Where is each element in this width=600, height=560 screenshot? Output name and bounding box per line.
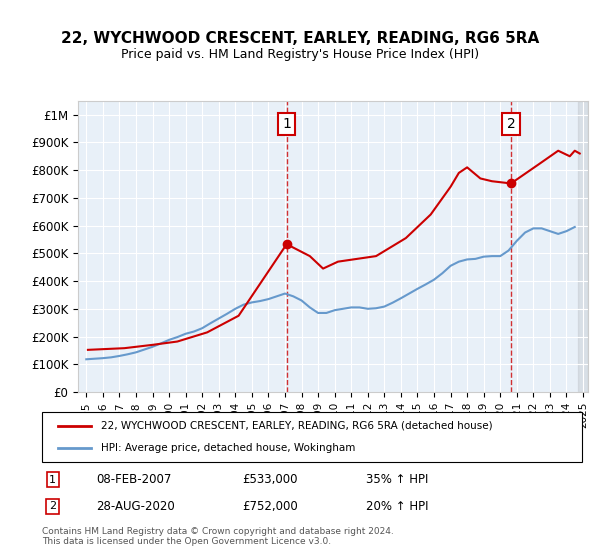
Text: 28-AUG-2020: 28-AUG-2020 — [96, 500, 175, 513]
Text: 2: 2 — [49, 501, 56, 511]
Text: 35% ↑ HPI: 35% ↑ HPI — [366, 473, 428, 486]
Text: £533,000: £533,000 — [242, 473, 298, 486]
Text: Price paid vs. HM Land Registry's House Price Index (HPI): Price paid vs. HM Land Registry's House … — [121, 48, 479, 60]
Text: 22, WYCHWOOD CRESCENT, EARLEY, READING, RG6 5RA (detached house): 22, WYCHWOOD CRESCENT, EARLEY, READING, … — [101, 421, 493, 431]
Text: 1: 1 — [49, 474, 56, 484]
Text: 1: 1 — [282, 117, 291, 131]
FancyBboxPatch shape — [42, 412, 582, 462]
Text: 2: 2 — [506, 117, 515, 131]
Text: 22, WYCHWOOD CRESCENT, EARLEY, READING, RG6 5RA: 22, WYCHWOOD CRESCENT, EARLEY, READING, … — [61, 31, 539, 46]
Text: £752,000: £752,000 — [242, 500, 298, 513]
Text: 20% ↑ HPI: 20% ↑ HPI — [366, 500, 428, 513]
Text: HPI: Average price, detached house, Wokingham: HPI: Average price, detached house, Woki… — [101, 443, 356, 453]
Bar — [578, 101, 588, 392]
Text: 08-FEB-2007: 08-FEB-2007 — [96, 473, 172, 486]
Text: Contains HM Land Registry data © Crown copyright and database right 2024.
This d: Contains HM Land Registry data © Crown c… — [42, 526, 394, 546]
